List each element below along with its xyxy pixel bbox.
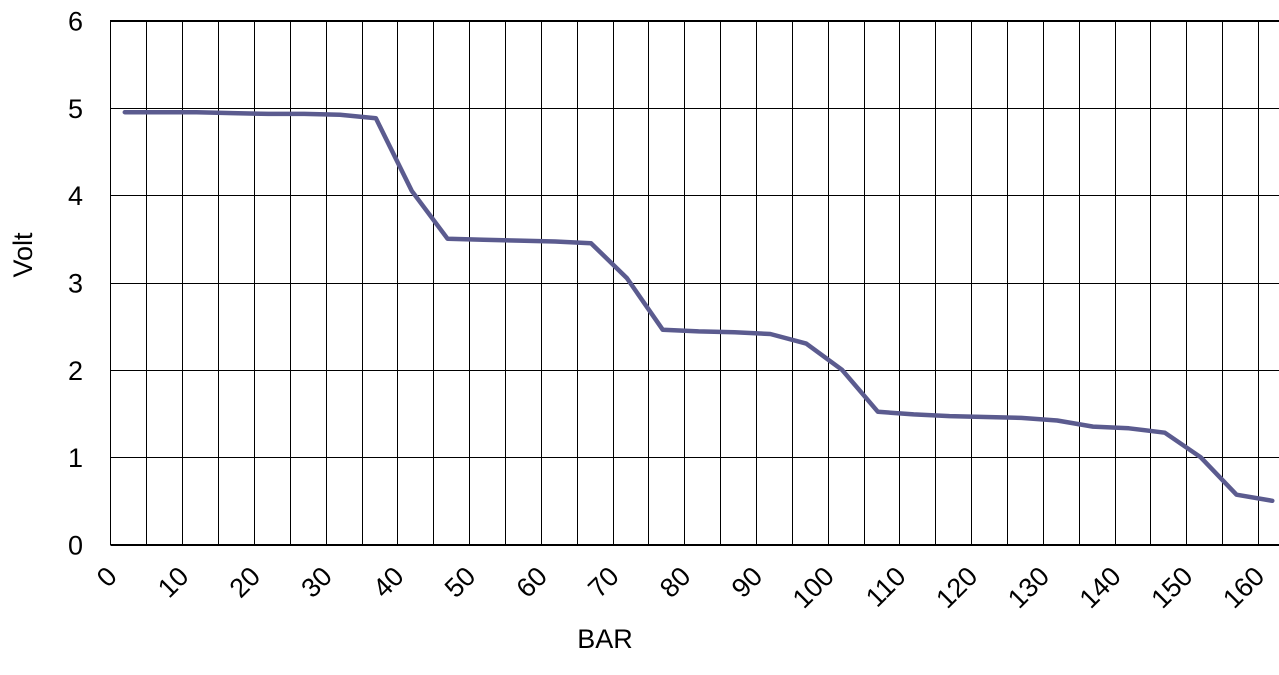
x-tick-label: 160 [1217,561,1270,614]
x-tick-label: 70 [582,561,624,603]
x-tick-label: 80 [654,561,696,603]
x-tick-label: 0 [91,561,123,593]
x-tick-label: 130 [1002,561,1055,614]
x-axis-title: BAR [577,624,633,654]
x-tick-label: 120 [930,561,983,614]
series-line [122,109,1275,504]
series-group [122,109,1275,504]
y-tick-label: 6 [68,7,83,37]
x-tick-label: 150 [1145,561,1198,614]
y-tick-label: 4 [68,181,83,211]
plot-area [110,20,1279,545]
x-tick-label: 50 [439,561,481,603]
x-tick-label: 40 [367,561,409,603]
x-tick-label: 140 [1074,561,1127,614]
y-axis-title: Volt [8,232,38,278]
x-tick-label: 60 [511,561,553,603]
y-axis-ticks: 0 1 2 3 4 5 6 [68,7,83,561]
x-tick-label: 10 [152,561,194,603]
y-tick-label: 0 [68,531,83,561]
x-tick-label: 30 [295,561,337,603]
y-tick-label: 3 [68,269,83,299]
grid [110,20,1279,546]
x-tick-label: 100 [787,561,840,614]
x-tick-label: 20 [224,561,266,603]
y-tick-label: 1 [68,443,83,473]
x-axis-ticks: 0 10 20 30 40 50 60 70 80 90 100 110 120 130 140 150 160 [91,561,1270,614]
x-tick-label: 90 [726,561,768,603]
y-tick-label: 2 [68,356,83,386]
y-tick-label: 5 [68,94,83,124]
x-tick-label: 110 [860,561,912,613]
